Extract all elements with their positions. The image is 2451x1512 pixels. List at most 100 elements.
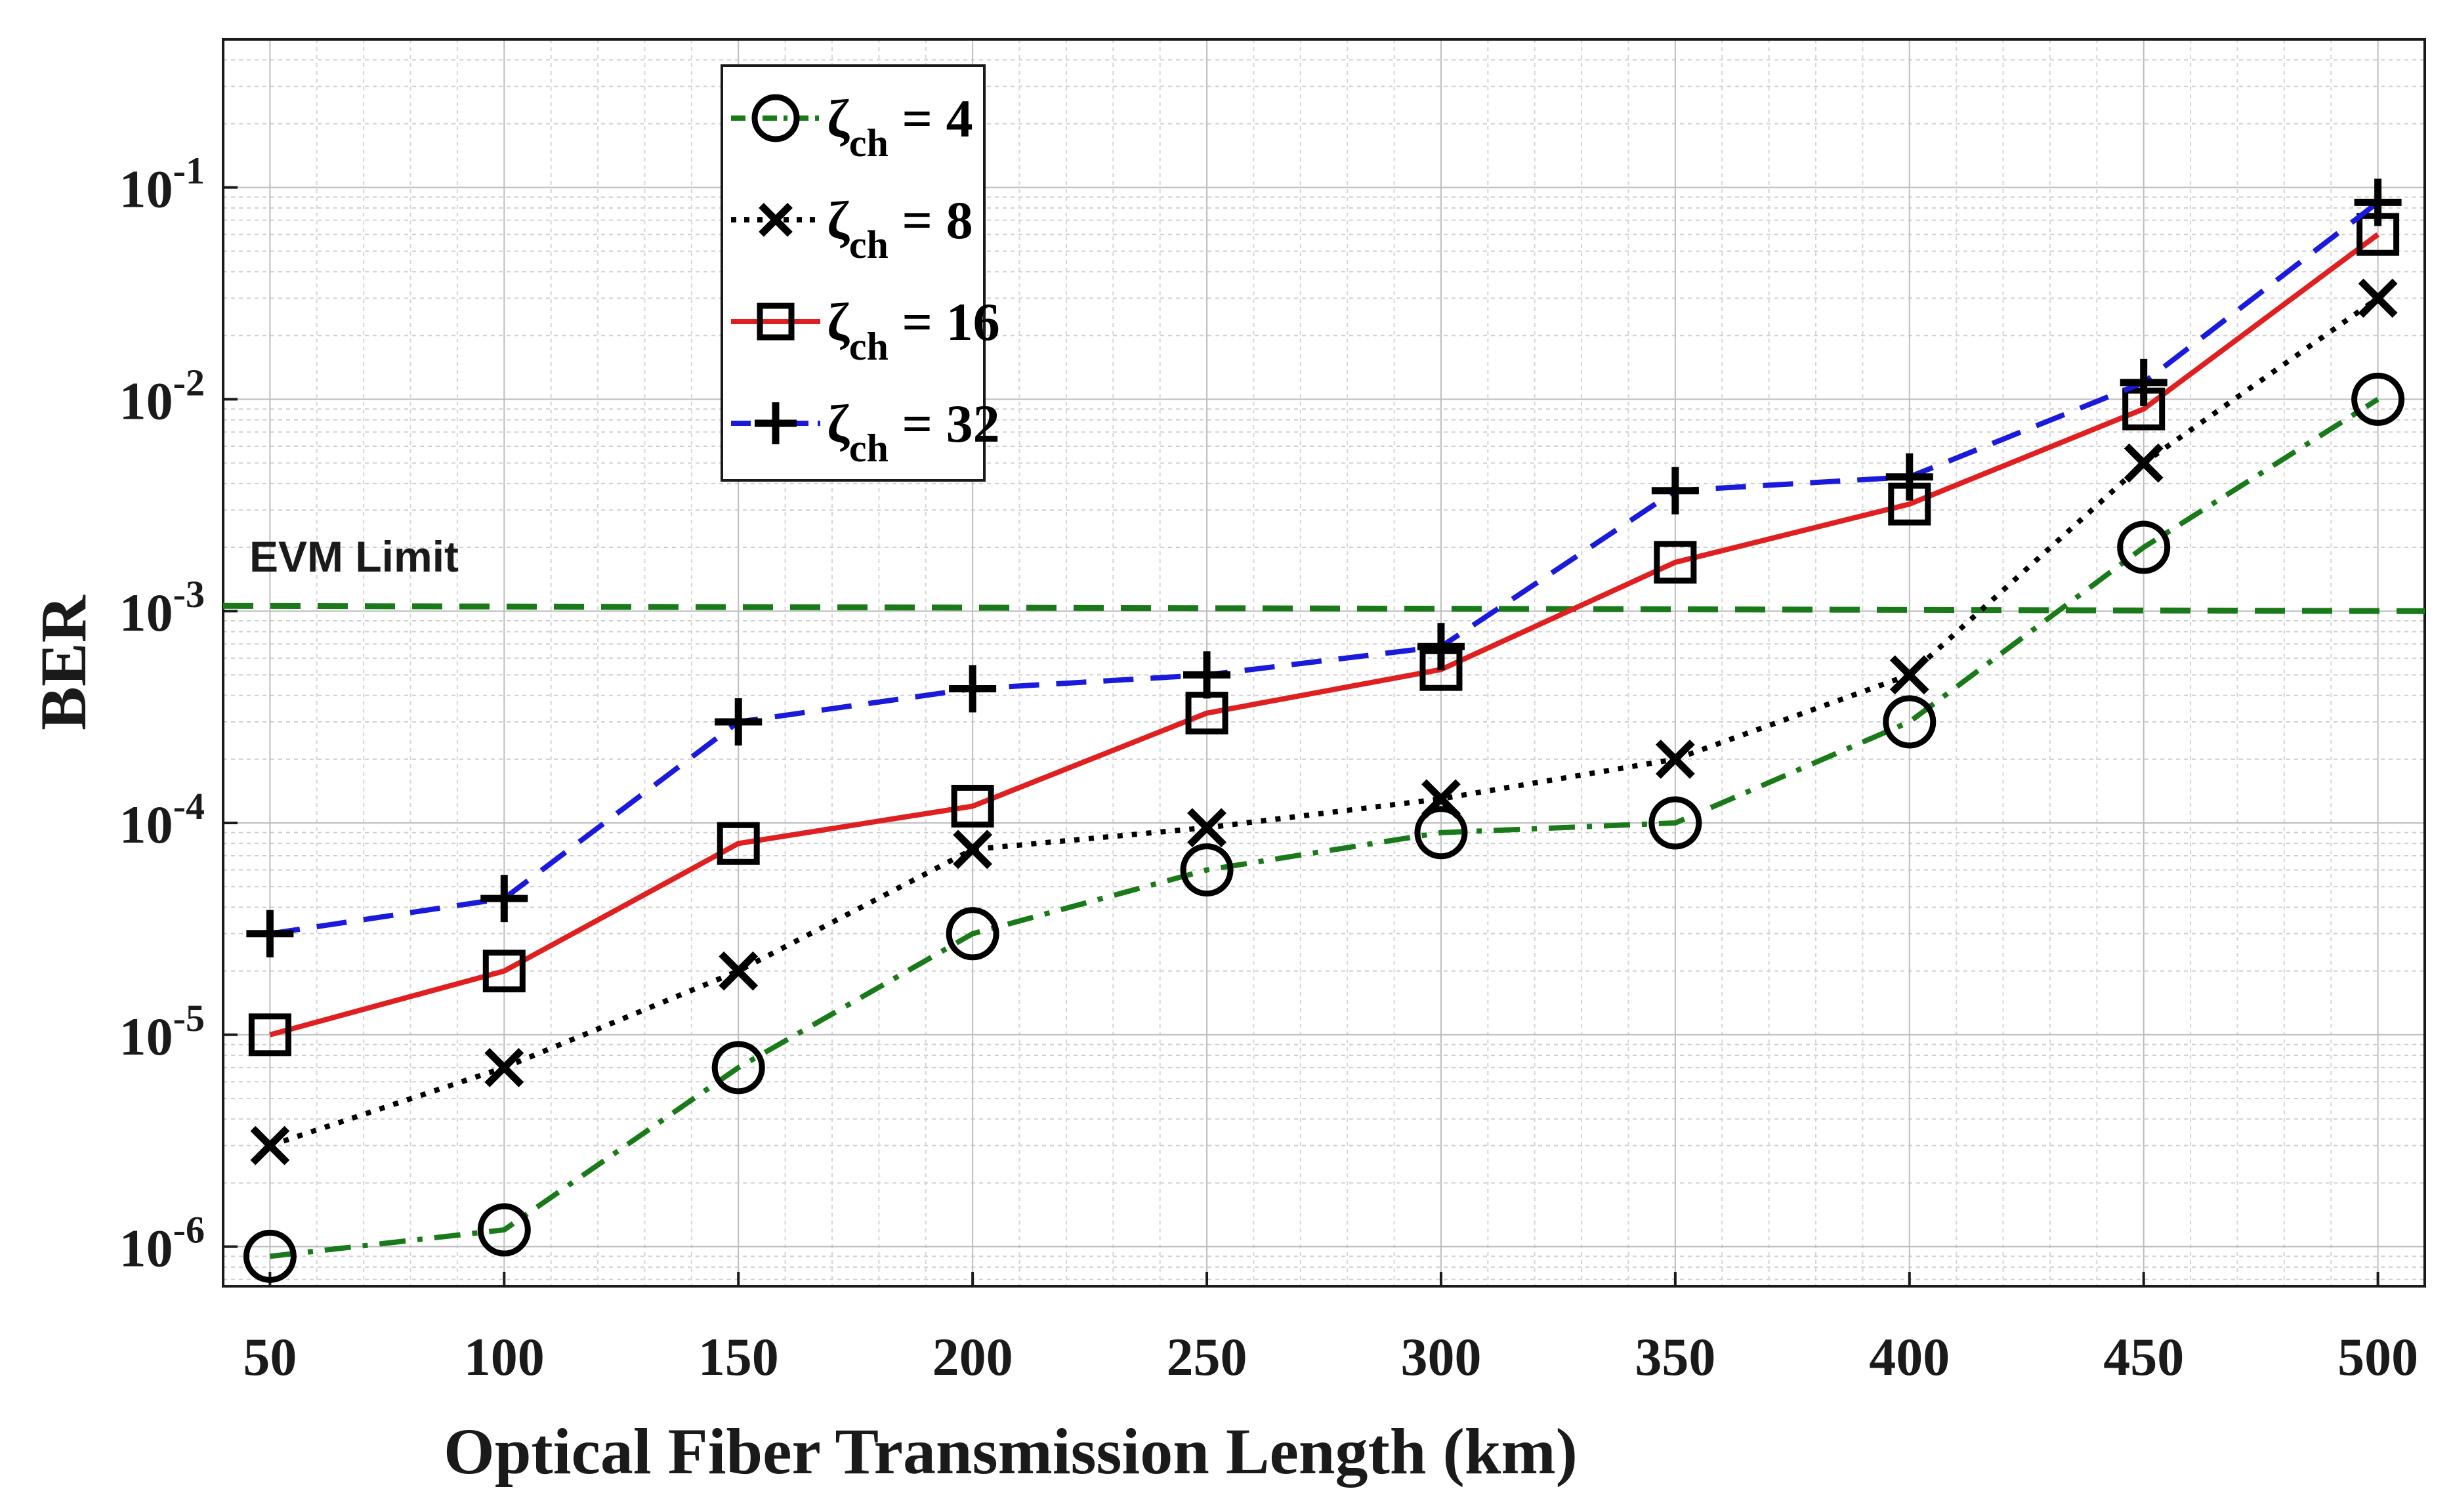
legend-value: = 32 xyxy=(889,394,1000,453)
data-point xyxy=(1648,796,1702,850)
y-tick-exponent: -2 xyxy=(173,361,205,404)
series-2 xyxy=(250,278,2398,1166)
y-tick-label: 10-4 xyxy=(119,785,205,854)
data-point xyxy=(1655,739,1695,779)
data-point xyxy=(484,1047,524,1087)
data-point xyxy=(1654,541,1697,584)
legend-subscript: ch xyxy=(849,325,889,368)
data-point xyxy=(2354,178,2402,226)
data-point xyxy=(248,1013,291,1057)
y-tick-label: 10-1 xyxy=(119,150,205,219)
y-tick-exponent: -6 xyxy=(173,1209,205,1251)
legend-subscript: ch xyxy=(849,427,889,470)
data-point xyxy=(1883,695,1937,749)
data-point xyxy=(1417,623,1465,671)
legend-marker xyxy=(751,94,800,142)
data-point xyxy=(482,950,526,993)
x-tick-label: 350 xyxy=(1635,1327,1715,1387)
plot-frame xyxy=(222,38,2426,1288)
data-point xyxy=(477,1203,531,1257)
evm-limit-line-group: EVM Limit xyxy=(222,532,2425,614)
data-point xyxy=(2351,372,2405,426)
legend-value: = 4 xyxy=(889,89,973,148)
legend-label: ζch = 8 xyxy=(827,190,973,266)
legend-label: ζch = 16 xyxy=(827,292,1000,368)
data-point xyxy=(2124,443,2164,483)
data-point xyxy=(949,665,997,713)
evm-limit-label: EVM Limit xyxy=(249,532,459,581)
data-point xyxy=(2120,358,2168,406)
series-3 xyxy=(248,213,2400,1057)
legend-symbol: ζ xyxy=(827,292,850,352)
legend-marker xyxy=(759,203,793,237)
y-tick-base: 10 xyxy=(119,1007,173,1066)
data-point xyxy=(480,875,528,923)
y-tick-label: 10-2 xyxy=(119,361,205,430)
data-point xyxy=(243,1229,297,1283)
y-tick-base: 10 xyxy=(119,159,173,219)
data-point xyxy=(953,830,993,870)
y-tick-labels: 10-610-510-410-310-210-1 xyxy=(119,150,238,1278)
y-tick-label: 10-5 xyxy=(119,997,205,1066)
data-point xyxy=(250,1125,290,1166)
x-tick-label: 100 xyxy=(464,1327,545,1387)
y-tick-base: 10 xyxy=(119,371,173,430)
data-point xyxy=(1187,808,1226,848)
series-line xyxy=(269,232,2380,1038)
series-layer xyxy=(243,178,2405,1283)
legend-symbol: ζ xyxy=(827,394,850,453)
legend-label: ζch = 4 xyxy=(827,89,973,165)
x-axis-title: Optical Fiber Transmission Length (km) xyxy=(444,1415,1578,1488)
y-tick-base: 10 xyxy=(119,1219,173,1278)
series-1 xyxy=(243,372,2405,1283)
series-4 xyxy=(246,178,2402,957)
data-point xyxy=(1651,467,1699,514)
y-tick-exponent: -4 xyxy=(173,785,205,828)
data-point xyxy=(951,784,994,828)
y-tick-label: 10-3 xyxy=(119,573,205,642)
x-tick-label: 500 xyxy=(2337,1327,2418,1387)
series-line xyxy=(269,296,2379,1148)
legend-marker xyxy=(755,402,797,444)
legend-symbol: ζ xyxy=(827,89,850,148)
y-axis-title: BER xyxy=(27,594,100,730)
legend-marker xyxy=(757,303,795,341)
data-point xyxy=(1889,655,1929,695)
series-line xyxy=(269,200,2380,936)
x-tick-label: 50 xyxy=(243,1327,297,1387)
x-tick-label: 150 xyxy=(698,1327,779,1387)
evm-limit-line xyxy=(222,602,2425,614)
y-tick-label: 10-6 xyxy=(119,1209,205,1278)
y-tick-base: 10 xyxy=(119,583,173,642)
legend-subscript: ch xyxy=(849,121,889,165)
data-point xyxy=(1180,843,1234,897)
legend-value: = 8 xyxy=(889,190,973,250)
x-tick-labels: 50 100 150 200 250 300 350 400 450 500 xyxy=(243,1272,2418,1387)
x-tick-label: 300 xyxy=(1400,1327,1481,1387)
y-tick-exponent: -1 xyxy=(173,150,205,192)
data-point xyxy=(1885,453,1933,501)
data-point xyxy=(2117,520,2171,574)
data-point xyxy=(2358,278,2398,318)
y-tick-exponent: -3 xyxy=(173,573,205,616)
x-tick-label: 250 xyxy=(1167,1327,1247,1387)
legend-value: = 16 xyxy=(889,292,1000,352)
data-point xyxy=(711,1041,765,1095)
data-point xyxy=(1421,779,1461,819)
y-tick-base: 10 xyxy=(119,795,173,854)
data-point xyxy=(1183,651,1231,699)
data-point xyxy=(717,822,760,865)
legend-subscript: ch xyxy=(849,223,889,266)
data-point xyxy=(246,910,294,957)
x-tick-label: 450 xyxy=(2103,1327,2184,1387)
y-tick-exponent: -5 xyxy=(173,997,205,1040)
data-point xyxy=(715,698,763,746)
data-point xyxy=(719,951,759,991)
data-point xyxy=(1414,806,1468,860)
data-point xyxy=(946,907,999,961)
legend-label: ζch = 32 xyxy=(827,394,1000,470)
x-tick-label: 200 xyxy=(932,1327,1013,1387)
